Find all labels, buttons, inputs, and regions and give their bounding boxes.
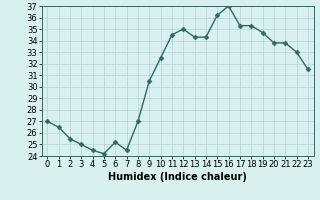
- X-axis label: Humidex (Indice chaleur): Humidex (Indice chaleur): [108, 172, 247, 182]
